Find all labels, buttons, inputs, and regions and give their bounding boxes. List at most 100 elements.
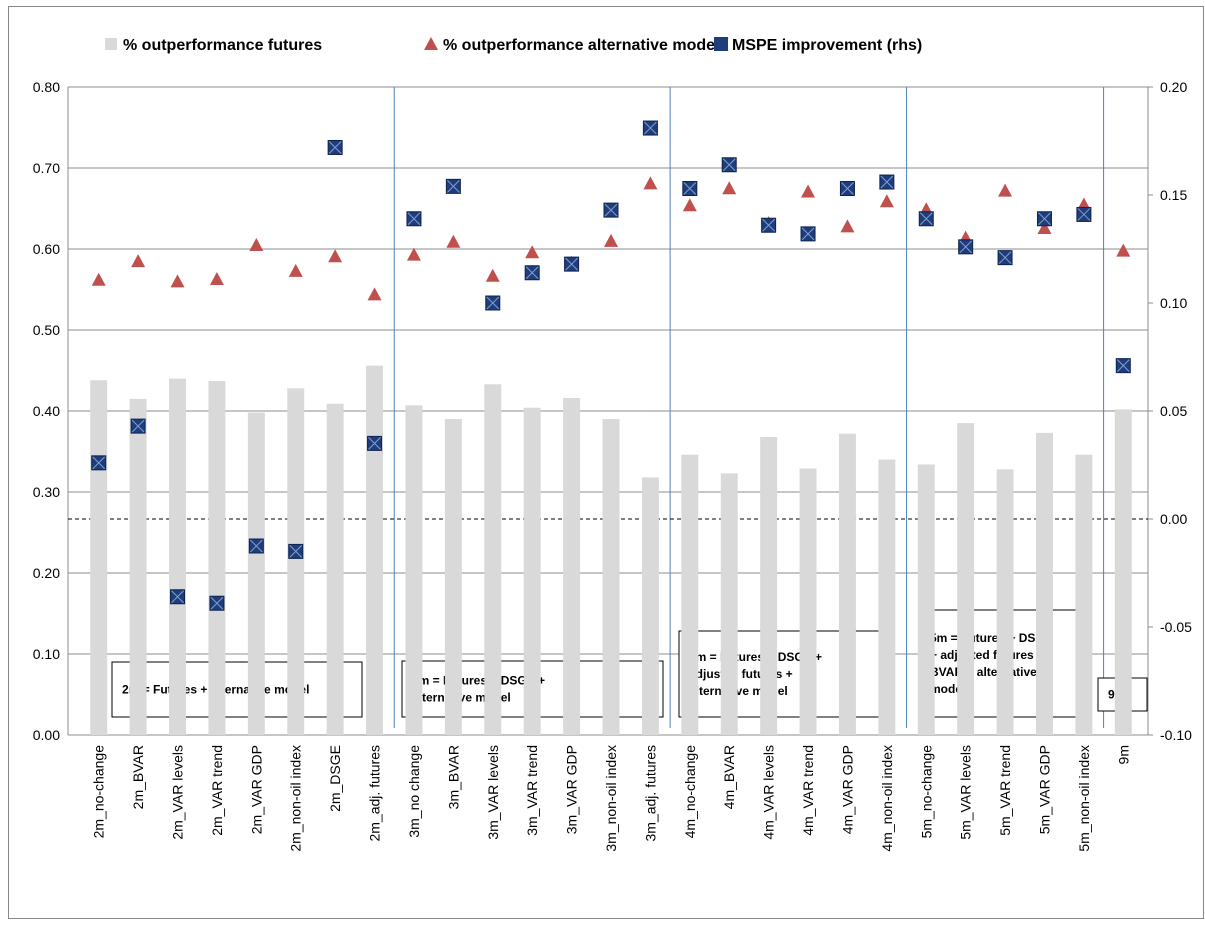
bar (720, 473, 738, 735)
bar (760, 436, 778, 735)
square-marker (800, 226, 816, 242)
y-tick-label: 0.60 (33, 241, 60, 257)
triangle-marker (406, 247, 421, 261)
triangle-marker (604, 233, 618, 247)
x-tick-label: 3m_BVAR (445, 745, 461, 809)
square-marker (879, 174, 895, 190)
x-tick-label: 5m_VAR levels (958, 745, 974, 840)
x-tick-label: 2m_VAR trend (209, 745, 225, 836)
x-tick-label: 5m_no-change (918, 745, 934, 839)
bar (1114, 409, 1132, 735)
y-tick-label: 0.00 (33, 727, 60, 743)
bar (1036, 432, 1053, 735)
triangle-marker (367, 287, 382, 301)
x-tick-label: 5m_VAR GDP (1036, 745, 1052, 834)
square-marker (170, 589, 186, 605)
square-marker (918, 211, 934, 227)
bar (169, 378, 186, 735)
x-tick-label: 4m_non-oil index (879, 745, 895, 852)
x-tick-label: 4m_no-change (682, 745, 698, 839)
bar (287, 388, 305, 735)
y-tick-label: 0.30 (33, 484, 60, 500)
x-tick-label: 4m_VAR trend (800, 745, 816, 836)
annotation-text: adjusted futures + (689, 667, 793, 681)
triangle-marker (485, 268, 500, 282)
bar (563, 398, 581, 735)
square-marker (958, 239, 974, 255)
bar (838, 433, 856, 735)
square-marker (839, 181, 855, 197)
y-tick-label: 0.70 (33, 160, 60, 176)
triangle-marker (249, 237, 264, 251)
bar (405, 405, 423, 735)
square-marker (91, 455, 107, 471)
legend-swatch (105, 38, 117, 50)
bar (799, 468, 817, 735)
y2-tick-label: 0.05 (1160, 403, 1187, 419)
triangle-marker (722, 181, 737, 195)
bar (444, 419, 462, 735)
x-tick-label: 4m_VAR levels (761, 745, 777, 840)
x-tick-label: 5m_non-oil index (1076, 745, 1092, 852)
bar (90, 380, 108, 735)
square-marker (327, 139, 343, 155)
bar (917, 464, 935, 735)
square-marker (997, 250, 1013, 266)
bar (878, 459, 896, 735)
square-marker (130, 418, 146, 434)
x-tick-label: 2m_VAR GDP (248, 745, 264, 834)
x-tick-label: 2m_no-change (91, 745, 107, 839)
x-tick-label: 3m_non-oil index (603, 745, 619, 852)
square-marker (642, 120, 658, 136)
square-marker (485, 295, 501, 311)
triangle-marker (1037, 220, 1052, 234)
x-tick-label: 2m_DSGE (327, 745, 343, 812)
x-tick-label: 3m_no change (406, 745, 422, 838)
square-marker (406, 211, 422, 227)
triangle-marker (682, 198, 697, 212)
square-marker (288, 543, 304, 559)
x-tick-label: 2m_non-oil index (288, 745, 304, 852)
square-marker (1115, 358, 1131, 374)
triangle-marker (209, 271, 224, 285)
annotation-box (111, 661, 363, 718)
bar (129, 398, 147, 735)
y2-tick-label: 0.20 (1160, 79, 1187, 95)
annotation-text: BVAR + alternative (930, 665, 1037, 679)
square-marker (603, 202, 619, 218)
bar (366, 365, 384, 735)
x-tick-label: 5m_VAR trend (997, 745, 1013, 836)
triangle-marker (328, 249, 343, 263)
bar (247, 412, 265, 735)
square-marker (524, 265, 540, 281)
annotation-text: model (930, 682, 965, 696)
triangle-marker (1116, 243, 1131, 257)
annotation-text: 5m = Futures + DSGE (930, 631, 1053, 645)
bar (681, 454, 699, 735)
legend-label: MSPE improvement (rhs) (732, 37, 922, 54)
y-tick-label: 0.40 (33, 403, 60, 419)
bar (326, 403, 344, 735)
x-tick-label: 4m_BVAR (721, 745, 737, 809)
bar (208, 381, 226, 735)
triangle-marker (131, 254, 146, 268)
x-tick-label: 3m_adj. futures (642, 745, 658, 842)
bar (484, 384, 502, 735)
square-marker (367, 435, 383, 451)
y2-tick-label: -0.05 (1160, 619, 1192, 635)
triangle-marker (998, 183, 1013, 197)
y2-tick-label: 0.00 (1160, 511, 1187, 527)
bar (602, 419, 620, 735)
bar (523, 407, 541, 735)
x-tick-label: 3m_VAR trend (524, 745, 540, 836)
bar (1075, 454, 1093, 735)
triangle-marker (91, 272, 106, 286)
x-tick-label: 2m_adj. futures (367, 745, 383, 842)
bar (996, 469, 1014, 735)
triangle-marker (643, 176, 658, 190)
triangle-marker (801, 184, 816, 198)
x-tick-label: 2m_VAR levels (170, 745, 186, 840)
triangle-marker (288, 263, 303, 277)
square-marker (721, 157, 737, 173)
bar (957, 423, 975, 735)
